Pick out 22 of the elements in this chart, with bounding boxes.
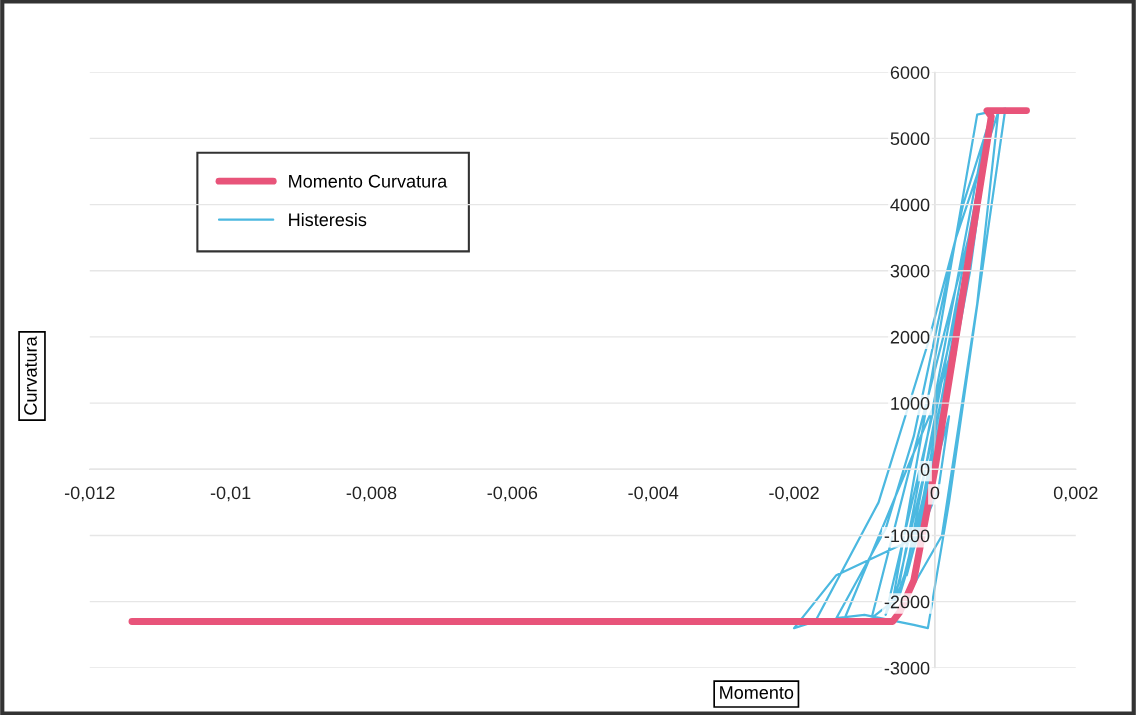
y-tick-label: 4000: [890, 198, 930, 212]
y-tick-label: 5000: [890, 132, 930, 146]
x-tick-label: -0,002: [769, 486, 819, 502]
y-tick-label: 3000: [890, 264, 930, 278]
x-tick-label: -0,006: [487, 486, 538, 502]
x-tick-label: 0,002: [1053, 486, 1098, 502]
y-tick-label: -2000: [884, 595, 930, 609]
y-tick-label: 6000: [890, 66, 930, 79]
x-axis-title: Momento: [720, 686, 794, 699]
y-tick-label: -1000: [884, 529, 930, 543]
y-tick-label: 1000: [891, 397, 930, 410]
x-tick-label: 0: [930, 486, 940, 500]
x-tick-label: -0,008: [346, 486, 397, 502]
x-tick-label: -0,012: [64, 486, 115, 502]
legend-label: Momento Curvatura: [289, 174, 448, 188]
y-tick-label: -3000: [884, 661, 930, 675]
y-axis-title: Curvatura: [24, 336, 37, 415]
x-tick-label: -0,004: [628, 486, 679, 502]
x-tick-label: -0,01: [210, 486, 251, 502]
y-tick-label: 2000: [890, 330, 930, 344]
legend-label: Histeresis: [289, 212, 367, 227]
y-tick-label: 0: [920, 463, 930, 476]
